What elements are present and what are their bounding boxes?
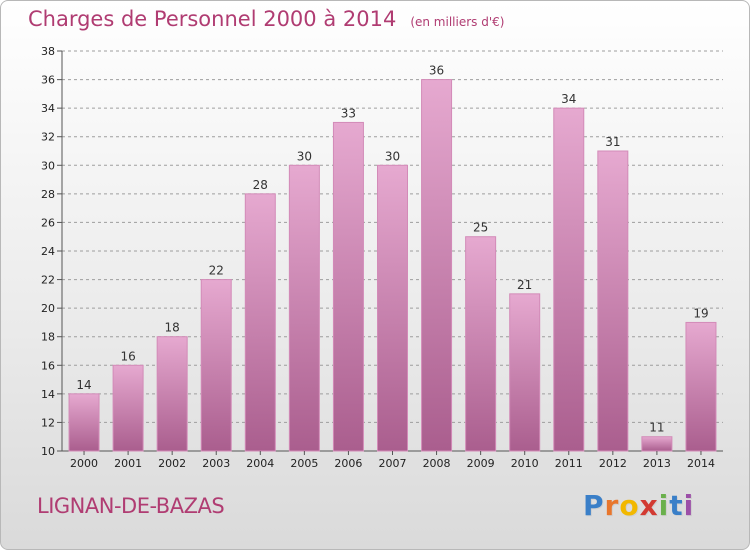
logo-letter: x [639, 489, 659, 522]
bar [421, 79, 453, 452]
bar-value-label: 30 [385, 149, 400, 163]
bar [112, 364, 144, 452]
x-tick-label: 2004 [246, 457, 274, 470]
y-tick-label: 34 [41, 102, 55, 115]
x-tick-label: 2010 [511, 457, 539, 470]
logo-letter: i [658, 489, 670, 522]
bar [200, 279, 232, 452]
bar-value-label: 18 [165, 321, 180, 335]
subtitle-text: (en milliers d'€) [410, 15, 505, 29]
bar-value-label: 11 [649, 421, 664, 435]
logo-letter: P [583, 489, 605, 522]
bar-value-label: 21 [517, 278, 532, 292]
x-tick-label: 2001 [114, 457, 142, 470]
y-tick-label: 24 [41, 245, 55, 258]
bar [509, 293, 541, 452]
bar-value-label: 22 [209, 264, 224, 278]
bar [156, 336, 188, 452]
y-tick-label: 32 [41, 131, 55, 144]
bar [332, 121, 364, 452]
bar [685, 321, 717, 452]
bar-value-label: 28 [253, 178, 268, 192]
logo-letter: r [604, 489, 620, 522]
y-tick-label: 28 [41, 188, 55, 201]
proxiti-logo[interactable]: Proxiti [583, 489, 694, 522]
y-tick-label: 18 [41, 331, 55, 344]
bar [641, 436, 673, 452]
logo-letter: t [669, 489, 684, 522]
y-tick-label: 20 [41, 302, 55, 315]
bar [553, 107, 585, 452]
x-tick-label: 2002 [158, 457, 186, 470]
x-tick-label: 2013 [643, 457, 671, 470]
bar-value-label: 31 [605, 135, 620, 149]
bar [244, 193, 276, 452]
x-tick-label: 2006 [334, 457, 362, 470]
y-tick-label: 38 [41, 45, 55, 58]
y-tick-label: 36 [41, 74, 55, 87]
y-tick-label: 16 [41, 359, 55, 372]
y-tick-label: 10 [41, 445, 55, 458]
y-tick-label: 30 [41, 159, 55, 172]
x-tick-label: 2003 [202, 457, 230, 470]
y-tick-label: 14 [41, 388, 55, 401]
x-tick-label: 2000 [70, 457, 98, 470]
title-text: Charges de Personnel 2000 à 2014 [28, 7, 397, 31]
bar-value-label: 34 [561, 92, 576, 106]
x-tick-label: 2012 [599, 457, 627, 470]
bar [377, 164, 408, 452]
bar-value-label: 25 [473, 221, 488, 235]
y-tick-label: 26 [41, 216, 55, 229]
bar-value-label: 14 [76, 378, 91, 392]
bar-value-label: 30 [297, 149, 312, 163]
logo-letter: i [683, 489, 695, 522]
bar-value-label: 36 [429, 64, 444, 78]
chart-title: Charges de Personnel 2000 à 2014 (en mill… [28, 7, 504, 31]
y-tick-label: 12 [41, 416, 55, 429]
x-tick-label: 2008 [423, 457, 451, 470]
commune-name: LIGNAN-DE-BAZAS [37, 494, 225, 518]
bar [68, 393, 100, 452]
bar [465, 236, 497, 452]
bar-value-label: 33 [341, 106, 356, 120]
bar [597, 150, 629, 452]
bar [288, 164, 320, 452]
x-tick-label: 2005 [290, 457, 318, 470]
bar-value-label: 16 [120, 349, 135, 363]
bar-value-label: 19 [693, 306, 708, 320]
x-tick-label: 2007 [379, 457, 407, 470]
logo-letter: o [619, 489, 640, 522]
y-tick-label: 22 [41, 274, 55, 287]
x-tick-label: 2014 [687, 457, 715, 470]
x-tick-label: 2009 [467, 457, 495, 470]
x-tick-label: 2011 [555, 457, 583, 470]
